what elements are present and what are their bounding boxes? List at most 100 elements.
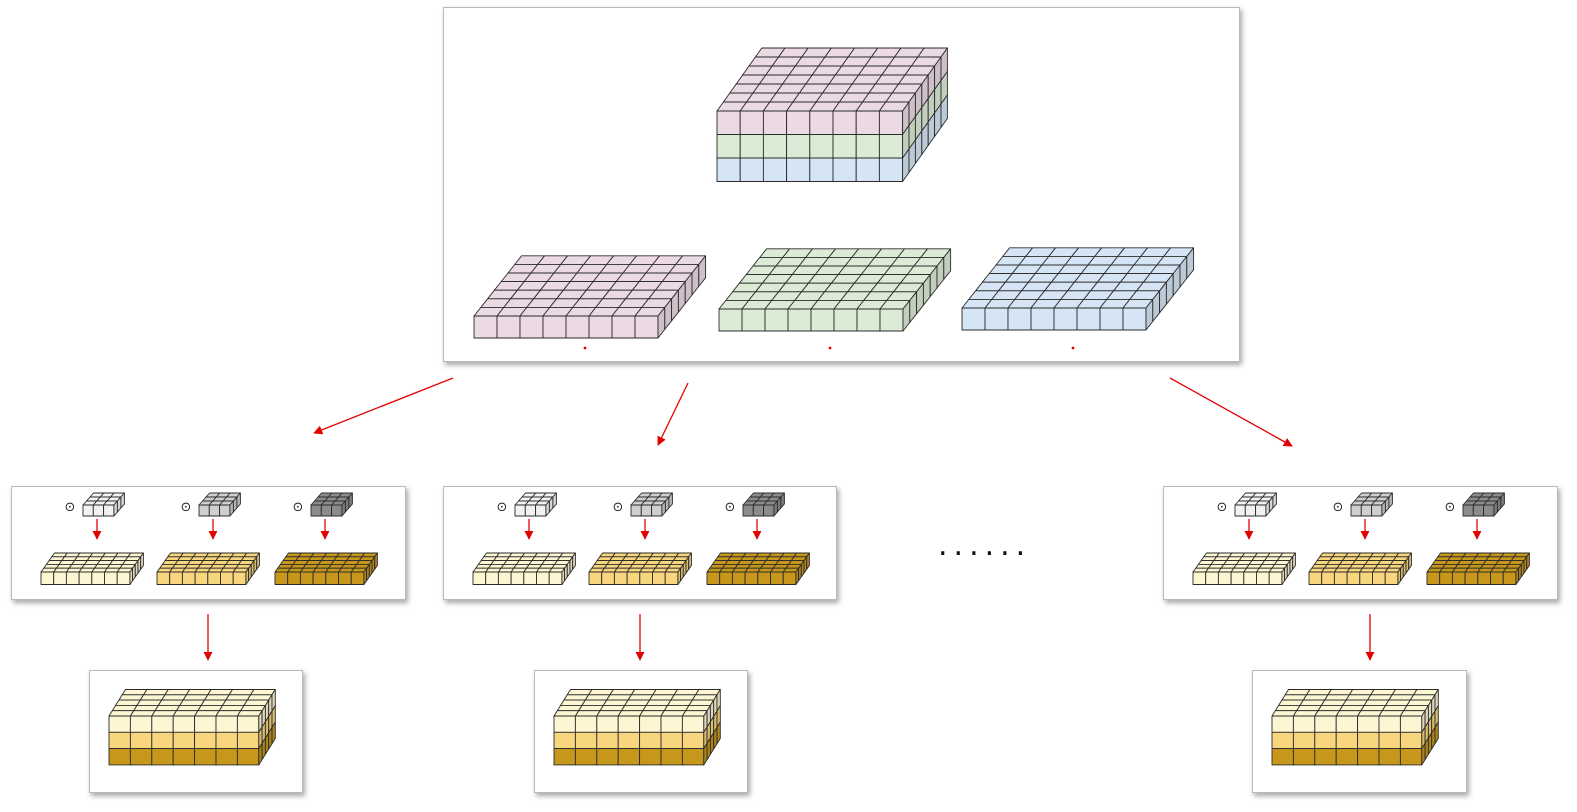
output-volume-2-front-cell [639, 731, 662, 750]
channel-slice-pink [473, 255, 707, 339]
kernel-kernel_dark [310, 492, 353, 517]
input-volume-front-cell [739, 157, 764, 182]
feature-map-light_yellow-front-cell [497, 571, 512, 585]
kernel-kernel_dark-front-cell [1483, 504, 1495, 517]
output-volume-1-top-cell [154, 704, 181, 712]
output-volume-3-front-cell [1292, 715, 1316, 733]
output-volume-3-front-cell [1335, 715, 1359, 733]
feature-map-mid_yellow-front-cell [181, 571, 196, 585]
feature-map-light_yellow-front-cell [116, 571, 131, 585]
output-volume-3-front-cell [1292, 731, 1316, 750]
output-volume-3-top-cell [1320, 699, 1347, 706]
output-volume-3-front-cell [1314, 731, 1337, 750]
output-volume-2-front-cell [617, 715, 641, 733]
feature-map-light_yellow-front-cell [1268, 571, 1283, 585]
channel-slice-pink-front-cell [542, 315, 567, 339]
convolution-operator-icon: ⊙ [1445, 500, 1456, 515]
output-volume-3-top-cell [1388, 694, 1415, 701]
output-volume-3-top-cell [1306, 689, 1332, 696]
output-volume-2-top-cell [624, 699, 650, 706]
feature-map-mid_yellow-front-cell [639, 571, 653, 585]
output-volume-1-side-cell [271, 721, 276, 745]
convolution-operator-icon: ⊙ [1217, 500, 1228, 515]
output-volume-2-top-cell [681, 710, 708, 717]
output-volume-2-front-cell [574, 715, 598, 733]
output-volume-3-front-cell [1292, 748, 1316, 766]
feature-map-dark_gold-front-cell [782, 571, 797, 585]
output-volume-2-front-cell [660, 748, 683, 766]
output-volume-1-top-cell [172, 710, 199, 717]
output-volume-1-top-cell [207, 689, 233, 696]
input-volume-front-cell [786, 110, 811, 135]
channel-slice-pink-front-cell [565, 315, 590, 339]
feature-map-mid_yellow-front-cell [232, 571, 247, 585]
output-volume-3-top-cell [1378, 710, 1405, 717]
output-volume-2-top-cell [566, 689, 593, 696]
output-volume-1-front-cell [194, 731, 217, 750]
input-volume-front-cell [832, 134, 857, 159]
output-volume-2-top-cell [695, 689, 721, 696]
channel-slice-blue-side-cell [1186, 247, 1195, 279]
kernel-kernel_mid-side-cell [236, 492, 241, 509]
output-volume-1-top-cell [179, 699, 205, 706]
feature-map-light_yellow-front-cell [472, 571, 487, 585]
output-volume-1-front-cell [172, 731, 196, 750]
feature-map-dark_gold-front-cell [274, 571, 289, 585]
output-volume-2-top-cell [574, 710, 601, 717]
output-volume-3-top-cell [1281, 694, 1308, 701]
output-volume-2-top-cell [645, 699, 672, 706]
input-volume-front-cell [878, 110, 904, 135]
feature-map-dark_gold-front-cell [744, 571, 759, 585]
output-volume-2-front-cell [639, 715, 662, 733]
feature-map-mid_yellow-front-cell [601, 571, 615, 585]
feature-map-light_yellow-front-cell [104, 571, 118, 585]
output-volume-3-top-cell [1381, 704, 1408, 712]
output-volume-2-front-cell [681, 715, 705, 733]
feature-map-mid_yellow-front-cell [1321, 571, 1335, 585]
output-volume-3-front-cell [1378, 731, 1401, 750]
input-volume-front-cell [786, 134, 811, 159]
output-volume-1-top-cell [115, 699, 141, 706]
kernel-kernel_dark-front-cell [1462, 504, 1474, 517]
output-volume-2-top-cell [667, 699, 693, 706]
output-volume-1-top-cell [111, 704, 138, 712]
kernel-kernel_light-side-cell [552, 492, 557, 509]
output-volume-3-top-cell [1413, 689, 1439, 696]
input-volume-front-cell [855, 157, 880, 182]
output-volume-3-front-cell [1399, 731, 1423, 750]
input-volume-front-cell [786, 157, 811, 182]
output-volume-3-side-cell [1434, 721, 1439, 745]
output-volume-1-front-cell [236, 748, 260, 766]
kernel-kernel_mid [1350, 492, 1393, 517]
output-volume-1-front-cell [172, 715, 196, 733]
feature-map-dark_gold [274, 552, 378, 585]
feature-map-dark_gold-front-cell [325, 571, 339, 585]
input-volume-front-cell [809, 157, 834, 182]
output-volume-2-top-cell [609, 689, 636, 696]
feature-map-mid_yellow-front-cell [169, 571, 183, 585]
kernel-kernel_light-front-cell [1244, 504, 1257, 517]
output-volume-2-top-cell [630, 689, 657, 696]
feature-map-dark_gold-front-cell [1426, 571, 1441, 585]
channel-slice-green-front-cell [856, 308, 881, 332]
output-volume-1-top-cell [246, 694, 273, 701]
feature-map-light_yellow-front-cell [53, 571, 67, 585]
output-volume-1-top-cell [121, 689, 148, 696]
output-volume-2-front-cell [574, 731, 598, 750]
output-volume-1-front-cell [215, 731, 238, 750]
output-volume-2-top-cell [642, 704, 669, 712]
feature-map-light_yellow-front-cell [1256, 571, 1270, 585]
feature-map-mid_yellow [1308, 552, 1412, 585]
feature-map-light_yellow-front-cell [548, 571, 563, 585]
feature-map-light_yellow-front-cell [1192, 571, 1207, 585]
kernel-kernel_dark-side-cell [780, 492, 785, 509]
feature-map-light_yellow-front-cell [40, 571, 55, 585]
output-volume-2-front-cell [660, 731, 683, 750]
output-volume-2-top-cell [596, 710, 622, 717]
feature-map-mid_yellow-front-cell [220, 571, 234, 585]
channel-slice-green-front-cell [787, 308, 812, 332]
output-volume-2-front-cell [639, 748, 662, 766]
kernel-kernel_dark [742, 492, 785, 517]
channel-slice-blue-front-cell [1122, 307, 1147, 331]
output-volume-1-front-cell [194, 748, 217, 766]
